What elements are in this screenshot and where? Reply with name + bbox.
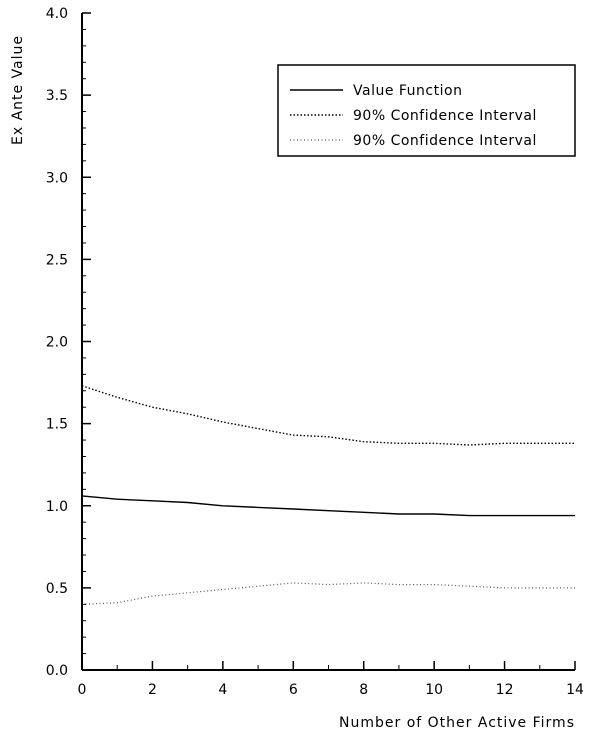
y-tick-label: 2.5 (46, 252, 68, 268)
y-tick-label: 3.0 (46, 170, 68, 186)
legend: Value Function 90% Confidence Interval 90%… (277, 64, 576, 157)
legend-label-1: Value Function (353, 83, 462, 99)
x-tick-label: 12 (496, 682, 514, 698)
y-tick-label: 1.5 (46, 417, 68, 433)
y-axis-title: Ex Ante Value (10, 35, 26, 145)
legend-label-3: 90% Confidence Interval (353, 133, 537, 149)
y-tick-label: 3.5 (46, 88, 68, 104)
y-tick-label: 1.0 (46, 499, 68, 515)
y-tick-label: 0.0 (46, 663, 68, 679)
x-tick-label: 10 (425, 682, 443, 698)
x-tick-label: 8 (359, 682, 368, 698)
x-tick-label: 4 (218, 682, 227, 698)
series-line-2 (81, 385, 575, 446)
x-tick-label: 0 (78, 682, 87, 698)
y-tick-label: 2.0 (46, 335, 68, 351)
legend-box (277, 64, 576, 157)
axes: 0.0 0.5 1.0 1.5 2.0 2.5 3.0 3.5 4.0 0 2 4 6 8 10 12 14 (46, 6, 584, 698)
x-tick-label: 14 (566, 682, 584, 698)
series-line-1 (81, 495, 575, 517)
y-tick-label: 0.5 (46, 581, 68, 597)
plot-lines (81, 385, 575, 605)
x-tick-label: 6 (289, 682, 298, 698)
series-line-3 (81, 582, 575, 605)
legend-label-2: 90% Confidence Interval (353, 108, 537, 124)
y-tick-label: 4.0 (46, 6, 68, 22)
x-axis-title: Number of Other Active Firms (339, 715, 575, 731)
x-tick-label: 2 (148, 682, 157, 698)
